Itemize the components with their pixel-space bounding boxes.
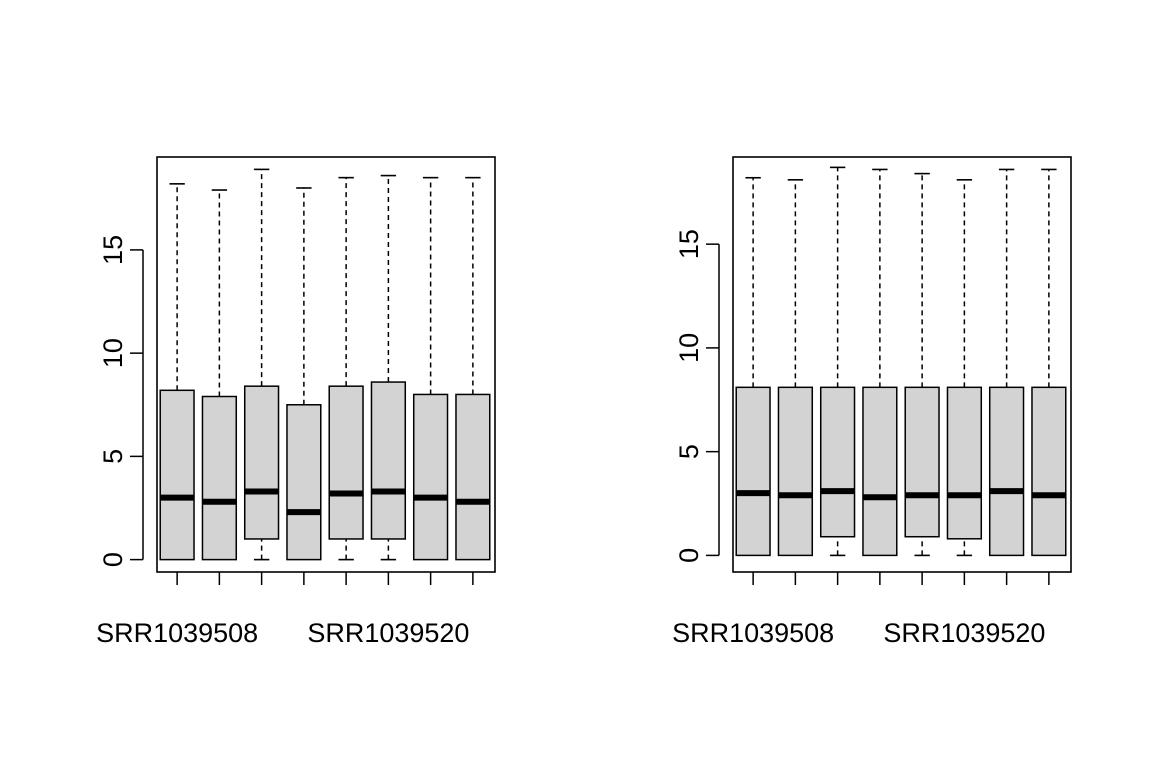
box-body [904, 386, 940, 538]
box-2 [777, 179, 814, 557]
box-6 [946, 179, 983, 557]
box-body [862, 386, 898, 557]
box-7 [988, 168, 1025, 557]
box-7 [412, 176, 449, 561]
y-tick-label: 5 [674, 444, 704, 459]
box-1 [735, 176, 771, 557]
box-body [243, 385, 280, 540]
x-category-label: SRR1039508 [96, 618, 258, 648]
box-body [455, 393, 491, 561]
box-body [159, 389, 195, 561]
box-6 [370, 174, 407, 561]
box-body [201, 395, 238, 561]
box-4 [862, 168, 898, 557]
box-body [412, 393, 449, 561]
boxplot-panel-2: 0 5 10 15 SRR1039508 SRR1039520 [672, 156, 1072, 648]
y-tick-label: 10 [98, 338, 128, 368]
x-category-label: SRR1039520 [307, 618, 469, 648]
y-tick-label: 5 [98, 449, 128, 464]
box-body [946, 386, 983, 540]
plot-frame [732, 156, 1072, 573]
box-body [819, 386, 856, 538]
box-body [777, 386, 814, 557]
y-tick-label: 15 [98, 235, 128, 265]
boxplot-panel-1: 0 5 10 15 SRR1039508 SRR1039520 [96, 156, 496, 648]
box-8 [1031, 168, 1067, 557]
box-body [988, 386, 1025, 557]
box-body [286, 404, 322, 561]
box-3 [243, 168, 280, 561]
plot-frame [156, 156, 496, 573]
box-body [328, 385, 364, 540]
box-body [370, 381, 407, 540]
box-2 [201, 189, 238, 561]
y-tick-label: 0 [674, 548, 704, 563]
box-5 [904, 172, 940, 557]
x-category-label: SRR1039508 [672, 618, 834, 648]
box-1 [159, 183, 195, 561]
box-5 [328, 176, 364, 561]
box-8 [455, 176, 491, 561]
y-tick-label: 10 [674, 333, 704, 363]
y-tick-label: 0 [98, 552, 128, 567]
box-body [1031, 386, 1067, 557]
box-3 [819, 166, 856, 557]
y-tick-label: 15 [674, 229, 704, 259]
box-4 [286, 187, 322, 561]
box-body [735, 386, 771, 557]
x-category-label: SRR1039520 [883, 618, 1045, 648]
